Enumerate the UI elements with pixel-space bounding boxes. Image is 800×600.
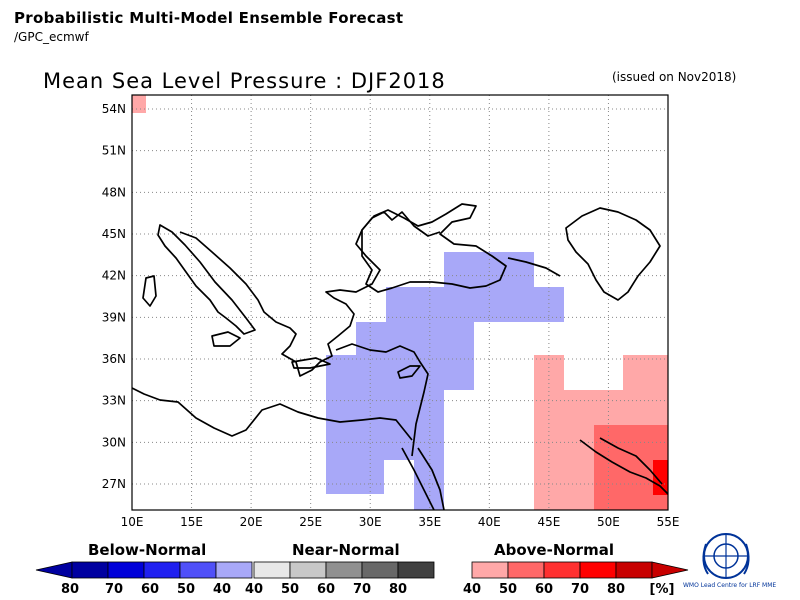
above-normal-shading <box>132 95 668 510</box>
colorbar-swatch <box>107 561 145 579</box>
lon-tick-label: 15E <box>180 515 203 529</box>
colorbar-tick-label: 50 <box>177 582 195 597</box>
colorbar-tick-label: 80 <box>61 582 79 597</box>
lat-tick-label: 42N <box>102 269 126 283</box>
colorbar-tick-label: 50 <box>281 582 299 597</box>
issued-date: (issued on Nov2018) <box>612 70 737 84</box>
lon-tick-label: 40E <box>478 515 501 529</box>
lat-tick-label: 30N <box>102 435 126 449</box>
legend-below-label: Below-Normal <box>88 541 207 559</box>
lon-tick-label: 50E <box>597 515 620 529</box>
colorbar-tick-label: 40 <box>463 582 481 597</box>
wmo-logo <box>702 533 750 579</box>
lon-tick-label: 20E <box>240 515 263 529</box>
product-title: Probabilistic Multi-Model Ensemble Forec… <box>14 9 404 27</box>
above-cell <box>132 95 146 113</box>
colorbar-swatch <box>215 561 253 579</box>
colorbar-tick-label: 60 <box>141 582 159 597</box>
latitude-labels: 54N 51N 48N 45N 42N 39N 36N 33N 30N 27N <box>102 102 126 491</box>
colorbar-swatch <box>289 561 327 579</box>
gridlines <box>132 95 668 510</box>
colorbar-swatch <box>361 561 399 579</box>
colorbar-above: 40 50 60 70 80 [%] <box>463 561 689 597</box>
colorbar-tick-label: 60 <box>317 582 335 597</box>
colorbar-tick-label: 40 <box>213 582 231 597</box>
colorbar-swatch <box>543 561 581 579</box>
above-cell <box>653 460 668 495</box>
lat-tick-label: 36N <box>102 352 126 366</box>
lat-tick-label: 54N <box>102 102 126 116</box>
lat-tick-label: 48N <box>102 185 126 199</box>
above-cell <box>534 355 564 510</box>
colorbar-tick-label: 70 <box>571 582 589 597</box>
lat-tick-label: 51N <box>102 144 126 158</box>
colorbar-unit: [%] <box>650 582 675 597</box>
lon-tick-label: 35E <box>418 515 441 529</box>
above-cell <box>623 355 668 390</box>
colorbar-swatch <box>325 561 363 579</box>
lat-tick-label: 33N <box>102 394 126 408</box>
colorbar-swatch <box>579 561 617 579</box>
colorbar-swatch <box>143 561 181 579</box>
model-source: /GPC_ecmwf <box>14 30 89 44</box>
below-cell <box>326 460 384 494</box>
lon-tick-label: 55E <box>657 515 680 529</box>
legend-above-label: Above-Normal <box>494 541 614 559</box>
colorbar-tick-label: 70 <box>353 582 371 597</box>
colorbar-below: 80 70 60 50 40 <box>35 561 253 597</box>
colorbar-swatch <box>471 561 509 579</box>
colorbar-swatch <box>507 561 545 579</box>
colorbar-tick-label: 70 <box>105 582 123 597</box>
lon-tick-label: 25E <box>299 515 322 529</box>
lon-tick-label: 30E <box>359 515 382 529</box>
below-cell <box>474 287 564 322</box>
colorbar-tick-label: 40 <box>245 582 263 597</box>
lat-tick-label: 39N <box>102 310 126 324</box>
colorbar-near: 40 50 60 70 80 <box>245 561 435 597</box>
longitude-labels: 10E 15E 20E 25E 30E 35E 40E 45E 50E 55E <box>121 515 680 529</box>
wmo-caption: WMO Lead Centre for LRF MME <box>683 582 777 589</box>
colorbar-tick-label: 80 <box>607 582 625 597</box>
lat-tick-label: 27N <box>102 477 126 491</box>
map-title: Mean Sea Level Pressure : DJF2018 <box>43 69 446 93</box>
colorbar-swatch <box>615 561 653 579</box>
lon-tick-label: 45E <box>537 515 560 529</box>
colorbar-arrow <box>35 561 73 579</box>
below-normal-shading <box>326 252 564 510</box>
colorbar-swatch <box>253 561 291 579</box>
map-frame <box>131 94 669 511</box>
legend-near-label: Near-Normal <box>292 541 400 559</box>
lon-tick-label: 10E <box>121 515 144 529</box>
colorbar-swatch <box>179 561 217 579</box>
colorbar-tick-label: 80 <box>389 582 407 597</box>
lat-tick-label: 45N <box>102 227 126 241</box>
coastlines <box>131 203 669 511</box>
colorbar-arrow <box>651 561 689 579</box>
colorbar-swatch <box>71 561 109 579</box>
colorbar-tick-label: 60 <box>535 582 553 597</box>
colorbar-swatch <box>397 561 435 579</box>
colorbar-tick-label: 50 <box>499 582 517 597</box>
